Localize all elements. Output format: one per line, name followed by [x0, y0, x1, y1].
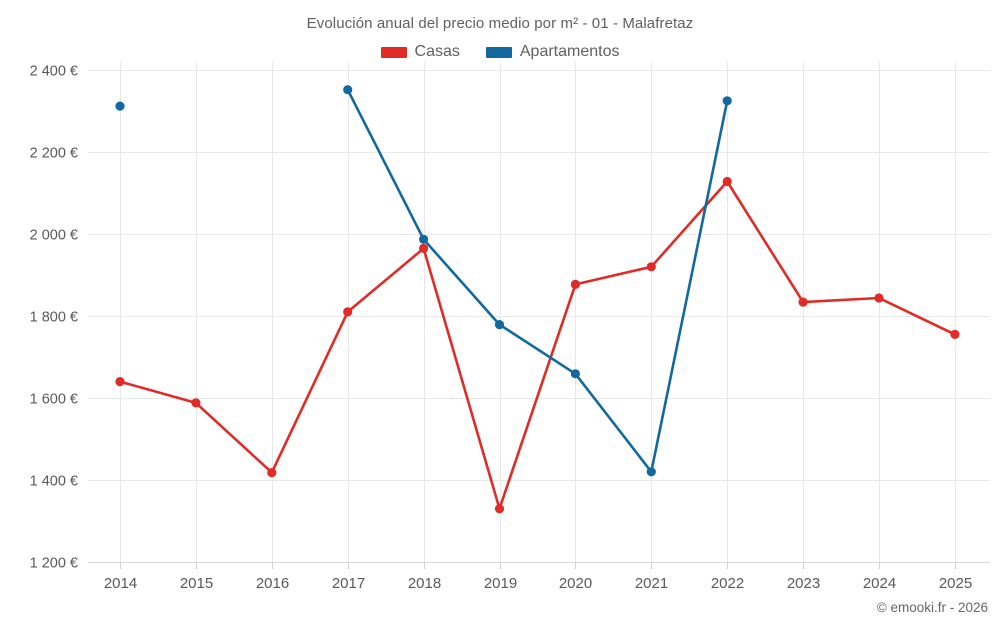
data-point-casas-2024[interactable]: [874, 293, 884, 303]
data-point-apartamentos-2017[interactable]: [343, 85, 353, 95]
y-tick-label: 2 000 €: [30, 228, 78, 244]
data-point-apartamentos-2014[interactable]: [115, 101, 125, 111]
y-tick-label: 1 800 €: [30, 310, 78, 326]
chart-legend: Casas Apartamentos: [0, 43, 1000, 61]
data-point-casas-2016[interactable]: [267, 468, 277, 478]
x-tick-label: 2023: [787, 575, 820, 592]
y-tick-label: 1 600 €: [30, 392, 78, 408]
y-tick-label: 1 400 €: [30, 474, 78, 490]
y-axis-tick-labels: 1 200 € 1 400 € 1 600 € 1 800 € 2 000 € 2 200…: [30, 64, 78, 572]
data-point-casas-2025[interactable]: [950, 329, 960, 339]
x-tick-label: 2022: [711, 575, 744, 592]
x-tick-label: 2024: [863, 575, 896, 592]
legend-label: Casas: [414, 43, 460, 60]
data-point-casas-2014[interactable]: [115, 377, 125, 387]
x-tick-label: 2018: [408, 575, 441, 592]
legend-item-casas[interactable]: Casas: [380, 43, 460, 61]
series-line-apartamentos: [346, 88, 729, 474]
data-point-casas-2019[interactable]: [494, 504, 505, 514]
x-tick-label: 2014: [104, 575, 137, 592]
data-point-apartamentos-2020[interactable]: [570, 369, 581, 379]
series-line-casas: [118, 180, 957, 510]
credit-text: © emooki.fr - 2026: [876, 600, 988, 615]
legend-label: Apartamentos: [519, 43, 620, 60]
chart-title: Evolución anual del precio medio por m² …: [306, 15, 694, 32]
y-tick-label: 2 200 €: [30, 146, 78, 162]
gridlines: [88, 62, 990, 563]
y-tick-label: 1 200 €: [30, 556, 78, 572]
x-axis-tick-marks: [120, 562, 956, 569]
legend-swatch-icon: [485, 46, 512, 58]
x-tick-label: 2021: [635, 575, 668, 592]
data-point-apartamentos-2019[interactable]: [494, 320, 505, 330]
legend-swatch-icon: [380, 46, 407, 58]
x-tick-label: 2015: [180, 575, 213, 592]
x-tick-label: 2016: [256, 575, 289, 592]
x-tick-label: 2020: [559, 575, 592, 592]
data-point-casas-2018[interactable]: [419, 243, 429, 253]
data-point-casas-2022[interactable]: [722, 176, 732, 187]
x-tick-label: 2019: [484, 575, 517, 592]
x-axis-tick-labels: 2014 2015 2016 2017 2018 2019 2020 2021 2022 2023…: [104, 575, 972, 592]
y-tick-label: 2 400 €: [30, 64, 78, 80]
legend-item-apartamentos[interactable]: Apartamentos: [485, 43, 620, 61]
data-series-layer: [115, 85, 960, 514]
data-point-apartamentos-2018[interactable]: [419, 234, 429, 244]
data-point-apartamentos-2022[interactable]: [722, 96, 732, 106]
data-point-casas-2023[interactable]: [798, 297, 808, 307]
data-point-casas-2015[interactable]: [191, 398, 201, 408]
data-point-casas-2020[interactable]: [570, 279, 581, 289]
x-tick-label: 2025: [939, 575, 972, 592]
data-point-apartamentos-2021[interactable]: [646, 467, 656, 477]
data-point-casas-2017[interactable]: [343, 307, 353, 317]
x-tick-label: 2017: [332, 575, 365, 592]
data-point-casas-2021[interactable]: [646, 262, 656, 272]
